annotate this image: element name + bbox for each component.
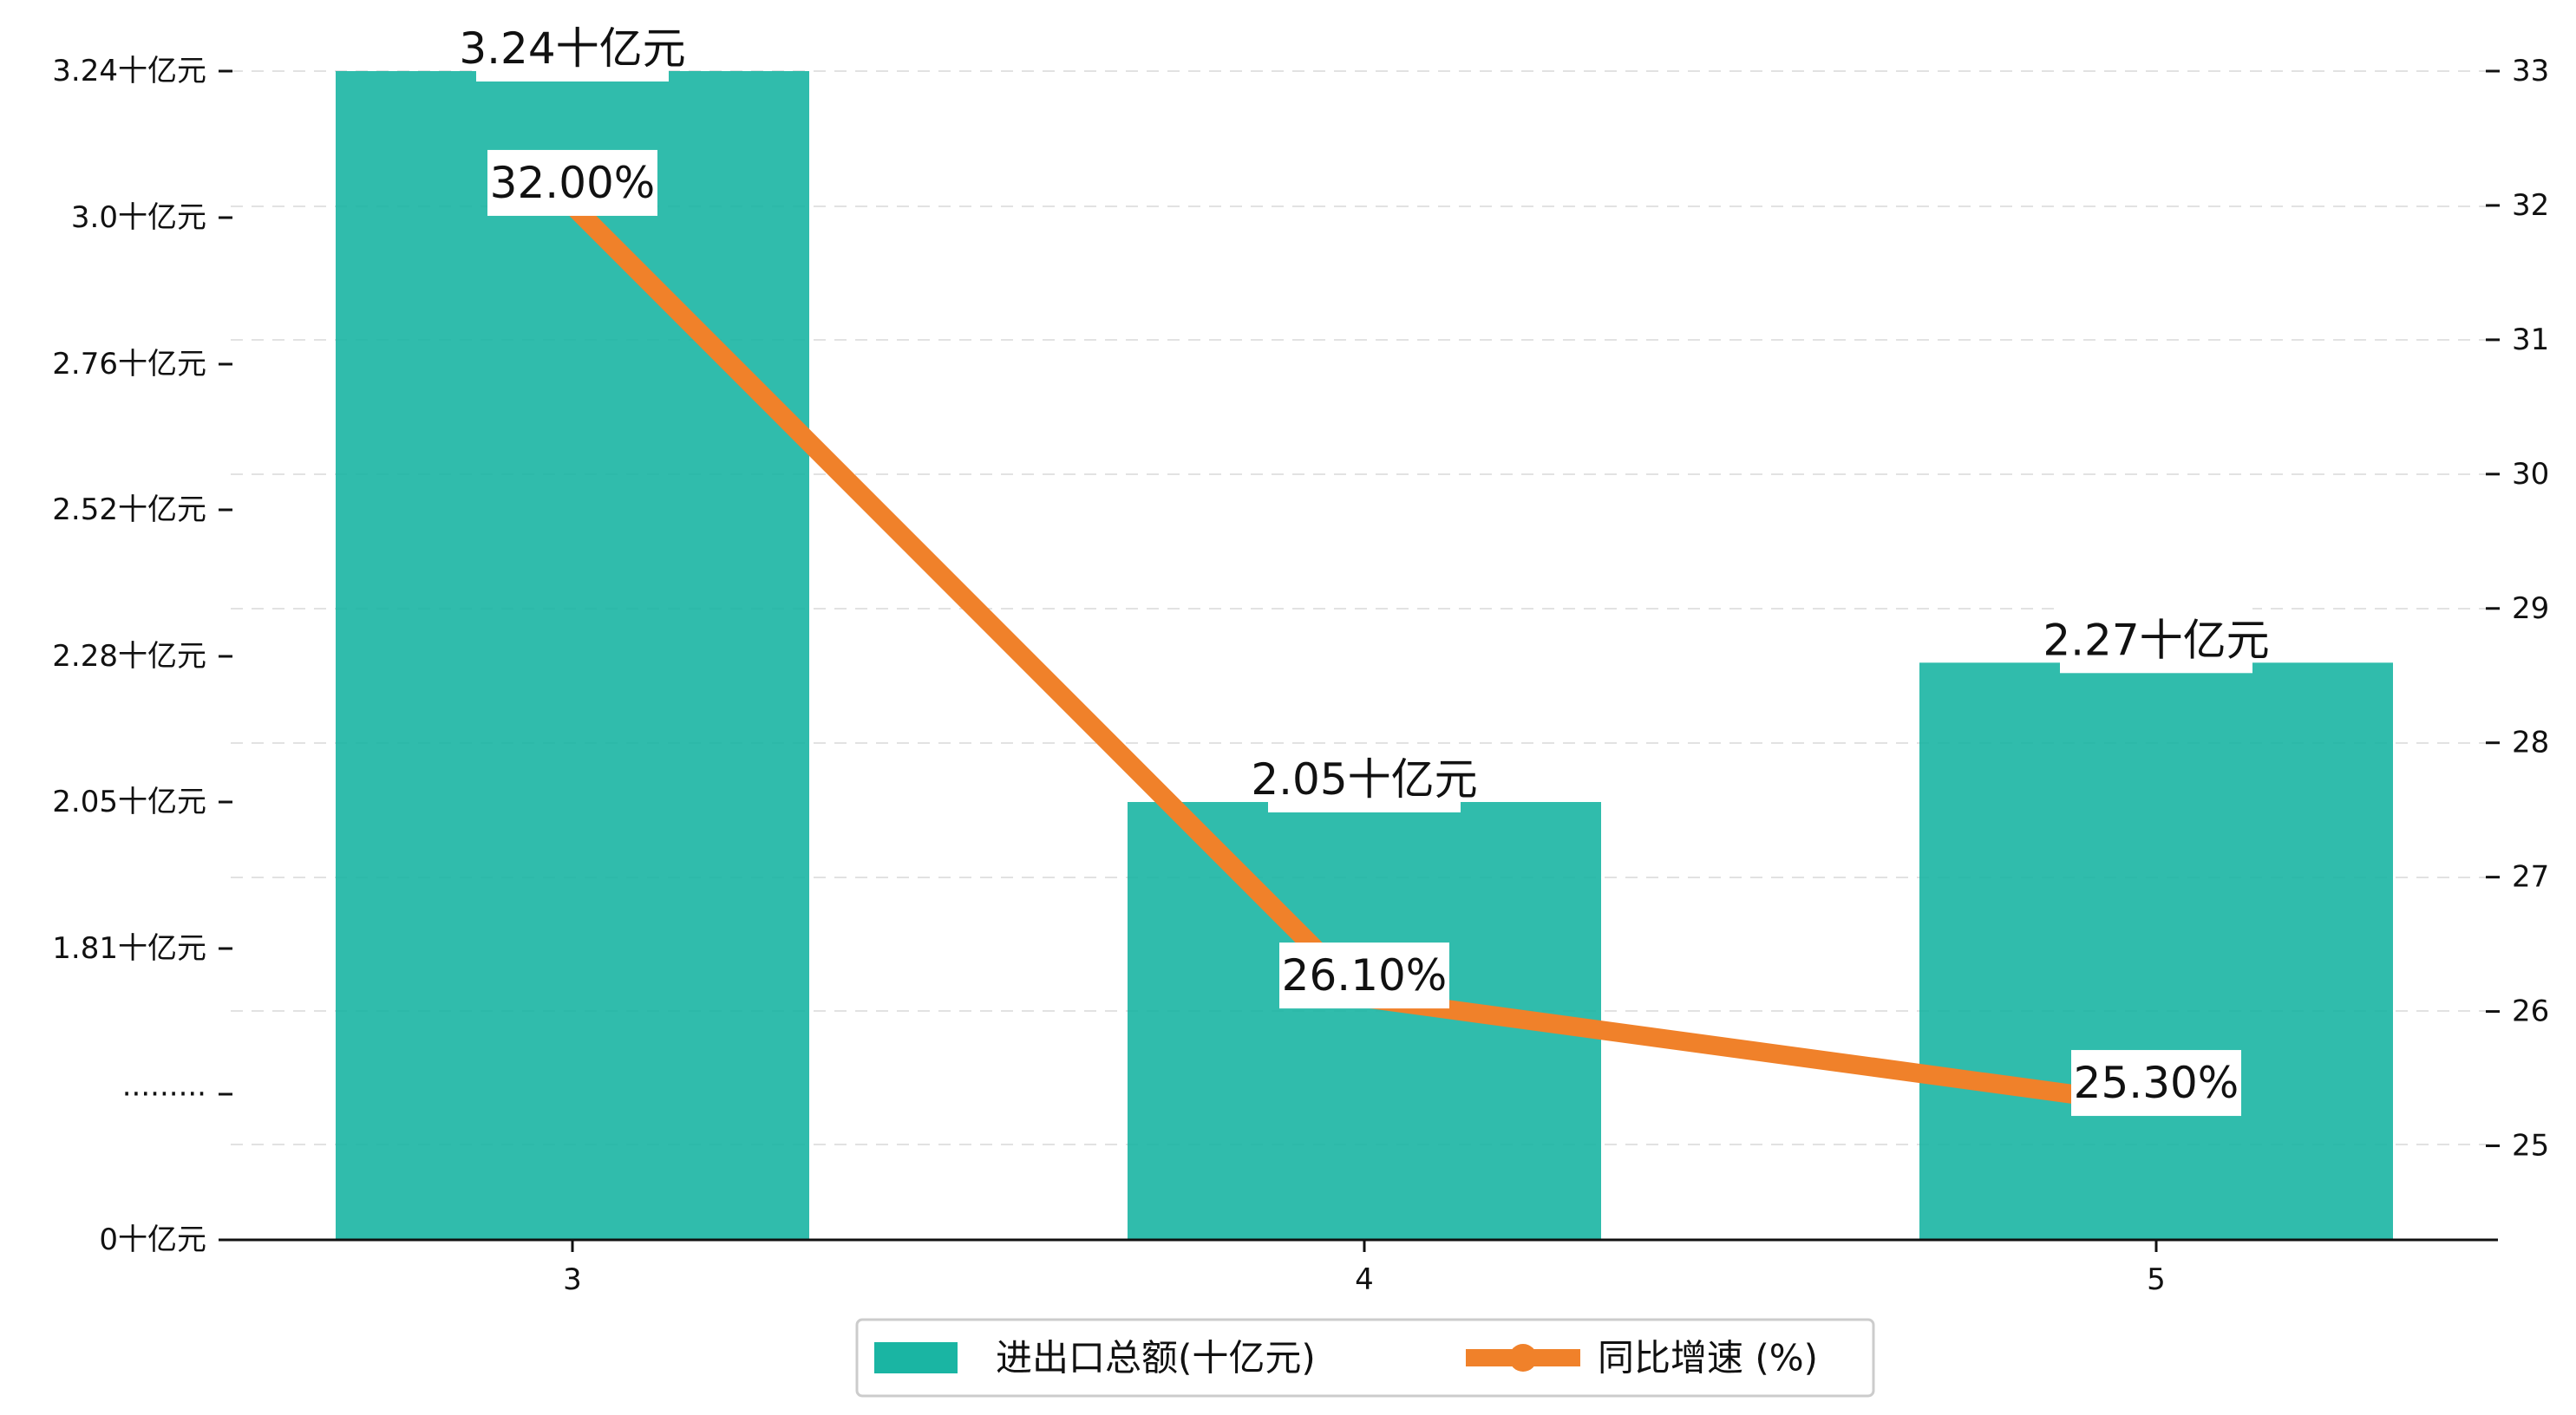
x-tick-label: 5 [2147,1262,2166,1297]
bar-value-label-box [476,16,669,82]
left-tick-label: 2.05十亿元 [52,785,206,819]
line-value-label: 26.10% [1282,950,1448,1001]
legend-bar-label: 进出口总额(十亿元) [996,1337,1316,1379]
left-tick-label: 3.0十亿元 [71,200,206,235]
legend-line-label: 同比增速 (%) [1598,1337,1818,1379]
right-tick-label: 30 [2512,457,2549,492]
data-labels: 3.24十亿元 2.05十亿元 2.27十亿元 32.00% 26.10% 25.30% [459,16,2270,1117]
legend[interactable]: 进出口总额(十亿元) 同比增速 (%) [855,1318,1875,1398]
left-tick-label: 2.52十亿元 [52,492,206,527]
left-tick-label: ········· [122,1077,206,1112]
bar-value-label-box [1268,747,1461,812]
legend-line-marker [1509,1344,1537,1372]
x-tick-label: 3 [563,1262,582,1297]
right-tick-label: 26 [2512,994,2549,1029]
bar-3 [336,71,809,1240]
bar-value-label: 2.05十亿元 [1251,754,1477,805]
bar-value-label-box [2060,607,2252,674]
left-tick-label: 2.76十亿元 [52,347,206,381]
x-axis-ticks: 3 4 5 [563,1240,2166,1297]
right-tick-label: 29 [2512,591,2549,626]
left-tick-label: 1.81十亿元 [52,931,206,966]
line-value-label: 32.00% [490,158,656,208]
bar-series [336,71,2393,1240]
right-tick-label: 31 [2512,323,2549,357]
right-tick-label: 25 [2512,1129,2549,1164]
x-tick-label: 4 [1355,1262,1374,1297]
bar-5 [1919,662,2393,1240]
left-tick-label: 0十亿元 [99,1223,206,1257]
right-tick-label: 27 [2512,860,2549,895]
left-axis-ticks: 0十亿元 ········· 1.81十亿元 2.05十亿元 2.28十亿元 2.52十亿… [52,54,232,1257]
bar-value-label: 3.24十亿元 [459,23,685,74]
line-value-label-box [2071,1050,2241,1117]
right-axis-ticks: 25 26 27 28 29 30 31 32 33 [2486,54,2549,1164]
left-tick-label: 3.24十亿元 [52,54,206,88]
legend-bar-swatch [874,1342,958,1373]
bar-value-label: 2.27十亿元 [2043,615,2269,665]
right-tick-label: 28 [2512,726,2549,760]
right-tick-label: 32 [2512,188,2549,223]
right-tick-label: 33 [2512,54,2549,88]
line-value-label: 25.30% [2074,1058,2239,1108]
legend-box [855,1318,1875,1398]
left-tick-label: 2.28十亿元 [52,639,206,674]
line-value-label-box [487,149,657,216]
line-value-label-box [1279,942,1449,1009]
